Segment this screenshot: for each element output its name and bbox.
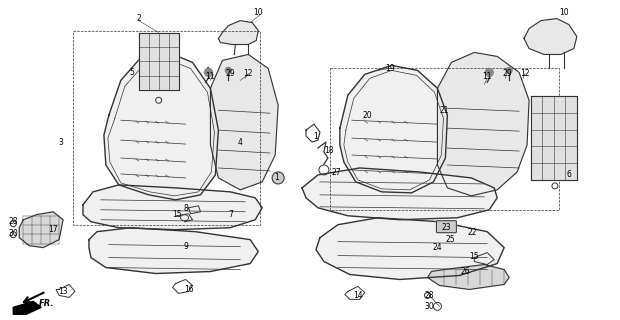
Text: 22: 22 [467,228,477,237]
Text: 18: 18 [324,146,334,155]
Text: 1: 1 [314,132,318,140]
Text: 28: 28 [425,291,434,300]
Text: 21: 21 [440,106,449,115]
Text: 12: 12 [244,69,253,78]
Text: 2: 2 [136,14,141,23]
Text: 16: 16 [184,285,193,294]
Text: 26: 26 [461,267,470,276]
Polygon shape [316,218,504,279]
Polygon shape [104,52,218,200]
Text: 4: 4 [238,138,243,147]
Text: 19: 19 [385,64,394,73]
Text: 25: 25 [446,235,455,244]
Circle shape [272,172,284,184]
Text: 30: 30 [9,229,18,238]
Text: 29: 29 [226,69,235,78]
Text: 10: 10 [559,8,569,17]
Text: 14: 14 [353,291,363,300]
Circle shape [485,68,493,76]
Polygon shape [83,185,262,230]
Circle shape [205,68,213,76]
Polygon shape [302,168,497,220]
Text: 7: 7 [228,210,232,219]
Text: 9: 9 [183,242,188,251]
Text: 17: 17 [48,225,58,234]
Text: 28: 28 [9,217,18,226]
Polygon shape [438,52,529,196]
Polygon shape [340,65,448,193]
Polygon shape [218,20,258,44]
Text: 13: 13 [58,287,68,296]
Text: 24: 24 [433,243,442,252]
Text: 6: 6 [567,171,571,180]
Polygon shape [13,301,41,314]
Polygon shape [427,265,509,289]
Text: 10: 10 [254,8,263,17]
Text: 30: 30 [425,302,435,311]
Text: 15: 15 [172,210,182,219]
Text: 27: 27 [331,168,341,178]
Text: 29: 29 [502,69,512,78]
Text: FR.: FR. [39,299,55,308]
FancyBboxPatch shape [436,221,456,233]
Text: 23: 23 [441,223,451,232]
Polygon shape [210,54,278,190]
Text: 11: 11 [482,72,492,81]
Polygon shape [89,228,258,274]
Text: 8: 8 [183,204,188,213]
Text: 5: 5 [130,68,134,77]
Circle shape [506,68,512,73]
Text: 3: 3 [59,138,63,147]
Text: 1: 1 [274,173,278,182]
Text: 20: 20 [363,111,373,120]
Polygon shape [139,33,179,90]
Text: 15: 15 [469,252,479,261]
Text: 11: 11 [206,72,215,81]
Polygon shape [19,212,63,248]
Text: 12: 12 [520,69,530,78]
Polygon shape [531,96,577,180]
Circle shape [225,68,231,73]
Polygon shape [524,19,577,54]
